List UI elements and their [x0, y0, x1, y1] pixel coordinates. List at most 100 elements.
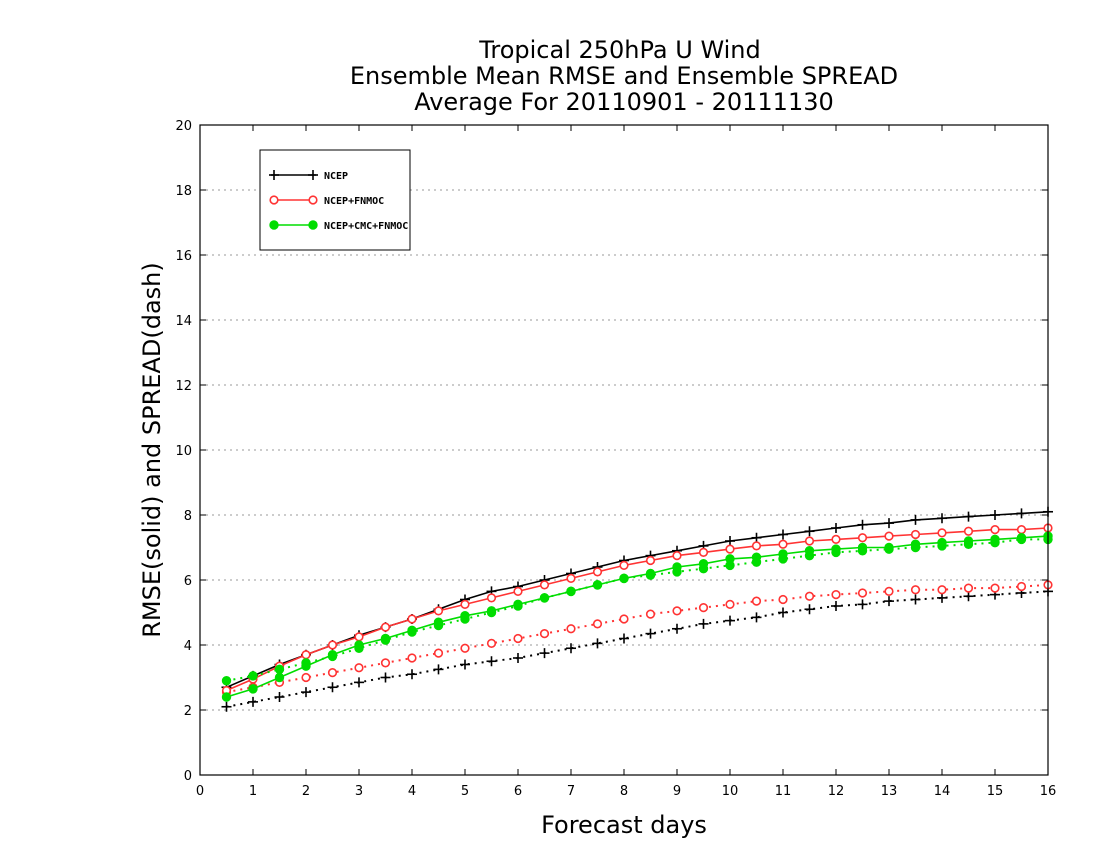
rmse-point — [592, 580, 603, 590]
spread-point — [539, 648, 550, 659]
x-tick-label: 16 — [1040, 784, 1057, 799]
legend-marker — [308, 195, 318, 205]
y-axis-label: RMSE(solid) and SPREAD(dash) — [138, 262, 166, 638]
spread-point — [354, 663, 364, 673]
y-tick-label: 4 — [184, 639, 192, 654]
rmse-point — [963, 511, 974, 522]
legend-marker — [269, 170, 279, 180]
spread-point — [327, 682, 338, 693]
spread-point — [857, 588, 868, 598]
rmse-point — [698, 559, 709, 569]
spread-point — [963, 591, 974, 602]
rmse-point — [937, 528, 947, 538]
rmse-point — [910, 539, 921, 549]
spread-point — [380, 672, 391, 683]
legend-item: NCEP+FNMOC — [269, 195, 384, 207]
x-tick-label: 1 — [249, 784, 257, 799]
rmse-point — [990, 510, 1000, 520]
spread-point — [778, 607, 788, 618]
spread-point — [831, 590, 841, 600]
chart-title-line-1: Tropical 250hPa U Wind — [478, 36, 761, 64]
spread-point — [937, 592, 947, 603]
legend-label: NCEP — [324, 171, 348, 182]
legend-item: NCEP — [269, 170, 348, 182]
legend-label: NCEP+CMC+FNMOC — [324, 221, 408, 232]
rmse-point — [751, 552, 762, 562]
y-tick-label: 18 — [175, 184, 192, 199]
rmse-point — [884, 518, 894, 529]
spread-point — [301, 672, 311, 683]
spread-point — [804, 604, 815, 615]
rmse-point — [1016, 533, 1027, 543]
rmse-point — [248, 684, 258, 694]
rmse-point — [778, 529, 788, 540]
rmse-point — [672, 551, 682, 561]
rmse-point — [433, 617, 444, 627]
x-tick-label: 11 — [775, 784, 792, 799]
spread-point — [327, 668, 338, 678]
x-tick-label: 2 — [302, 784, 310, 799]
rmse-point — [619, 560, 629, 570]
series-ncep-cmc-fnmoc — [221, 531, 1053, 702]
x-tick-label: 12 — [828, 784, 845, 799]
rmse-point — [831, 534, 841, 544]
rmse-point — [857, 519, 868, 530]
spread-point — [831, 601, 841, 611]
chart-title: Tropical 250hPa U Wind Ensemble Mean RMS… — [350, 36, 898, 116]
y-tick-label: 6 — [184, 574, 192, 589]
x-tick-label: 9 — [673, 784, 681, 799]
spread-point — [884, 586, 894, 596]
rmse-point — [327, 640, 338, 650]
rmse-point — [460, 599, 470, 609]
rmse-point — [566, 586, 576, 597]
rmse-point — [804, 526, 815, 537]
rmse-point — [778, 539, 788, 549]
rmse-point — [910, 529, 921, 540]
y-tick-label: 14 — [175, 314, 192, 329]
rmse-point — [592, 567, 603, 577]
spread-point — [592, 619, 603, 629]
y-tick-label: 0 — [184, 769, 192, 784]
rmse-point — [354, 640, 364, 650]
rmse-point — [460, 611, 470, 621]
spread-point — [990, 583, 1000, 593]
legend-marker — [269, 195, 279, 205]
x-tick-label: 15 — [987, 784, 1004, 799]
spread-point — [513, 633, 523, 644]
spread-point — [751, 612, 762, 623]
rmse-point — [380, 622, 391, 632]
spread-point — [592, 638, 603, 649]
y-tick-label: 20 — [175, 119, 192, 134]
legend-label: NCEP+FNMOC — [324, 196, 384, 207]
rmse-point — [910, 514, 921, 525]
spread-point — [804, 591, 815, 601]
x-tick-label: 3 — [355, 784, 363, 799]
spread-point — [274, 692, 285, 702]
spread-point — [725, 615, 735, 626]
rmse-point — [327, 650, 338, 660]
spread-point — [301, 687, 311, 698]
rmse-point — [513, 586, 523, 596]
rmse-point — [804, 536, 815, 546]
rmse-point — [566, 573, 576, 583]
rmse-point — [513, 599, 523, 610]
rmse-point — [990, 534, 1000, 545]
spread-point — [513, 653, 523, 663]
series-layer — [221, 506, 1053, 712]
rmse-point — [301, 650, 311, 660]
spread-point — [645, 609, 656, 619]
legend-item: NCEP+CMC+FNMOC — [269, 220, 408, 232]
rmse-point — [354, 632, 364, 642]
spread-point — [407, 653, 417, 663]
spread-point — [778, 594, 788, 605]
rmse-point — [857, 533, 868, 543]
spread-point — [857, 599, 868, 610]
spread-point — [963, 583, 974, 593]
y-tick-label: 10 — [175, 444, 192, 459]
spread-point — [884, 596, 894, 607]
grid — [200, 189, 1048, 711]
rmse-point — [539, 580, 550, 590]
chart-title-line-2: Ensemble Mean RMSE and Ensemble SPREAD — [350, 62, 898, 90]
series-ncep — [221, 506, 1053, 712]
